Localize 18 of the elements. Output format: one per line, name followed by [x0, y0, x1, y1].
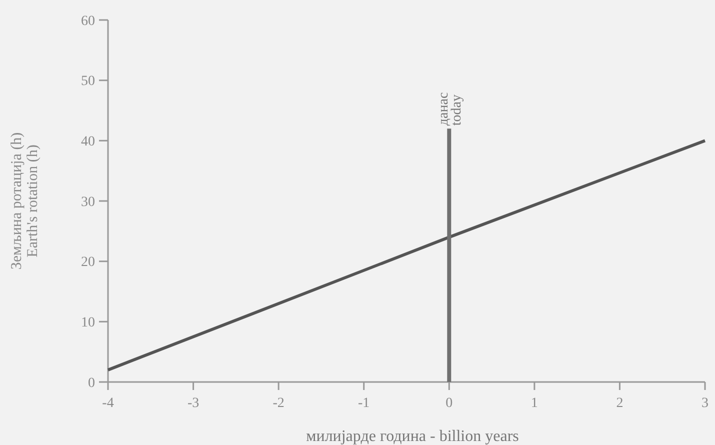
- y-tick-label: 20: [81, 255, 95, 270]
- x-tick-label: 2: [616, 396, 624, 411]
- x-axis-title: милијарде година - billion years: [306, 428, 519, 445]
- ref-line-label: данас today: [436, 92, 465, 126]
- x-tick-label: 0: [446, 396, 453, 411]
- x-tick-label: -2: [272, 396, 284, 411]
- y-tick-label: 50: [81, 74, 95, 90]
- x-tick-label: -3: [187, 396, 200, 411]
- x-tick-label: -1: [358, 396, 370, 411]
- y-tick-label: 0: [88, 376, 95, 391]
- x-tick-label: 3: [702, 396, 708, 411]
- x-tick-label: 1: [530, 396, 538, 411]
- y-axis-title: Земљина ротација (h) Earth's rotation (h): [9, 132, 41, 270]
- y-tick-label: 10: [81, 316, 95, 331]
- y-tick-label: 40: [81, 134, 95, 150]
- x-tick-label: -4: [102, 396, 114, 411]
- y-tick-label: 30: [81, 194, 95, 210]
- y-tick-label: 60: [81, 14, 95, 29]
